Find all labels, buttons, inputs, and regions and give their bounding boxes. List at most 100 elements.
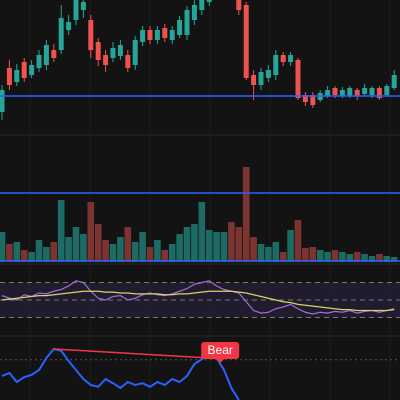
candle-body <box>73 0 79 20</box>
volume-bar <box>376 254 383 262</box>
volume-bar <box>383 256 391 262</box>
volume-bar <box>65 237 72 262</box>
volume-bar <box>205 230 213 262</box>
candle-body <box>95 42 101 60</box>
volume-bar <box>324 252 331 262</box>
volume-bar <box>72 227 80 262</box>
volume-bar <box>294 220 302 262</box>
volume-bar <box>353 252 361 262</box>
candle-body <box>332 88 338 95</box>
volume-bar <box>331 250 339 262</box>
volume-bar <box>50 242 58 262</box>
volume-bar <box>183 227 191 262</box>
candle-body <box>36 55 42 68</box>
volume-bar <box>390 257 398 262</box>
candle-body <box>236 0 242 10</box>
volume-bar <box>28 252 35 262</box>
candle-body <box>280 55 286 62</box>
rsi-pane <box>0 280 400 318</box>
divergence-label-box <box>201 342 240 359</box>
volume-bar <box>80 234 87 262</box>
volume-bar <box>265 247 272 262</box>
volume-bar <box>109 244 117 262</box>
volume-bar <box>220 232 228 262</box>
volume-bar <box>20 250 28 262</box>
volume-bar <box>257 244 265 262</box>
candle-body <box>88 20 94 50</box>
volume-bar <box>176 234 183 262</box>
candle-body <box>117 45 123 56</box>
volume-bar <box>191 224 198 262</box>
volume-bar <box>309 247 317 262</box>
candle-body <box>273 55 279 75</box>
volume-bar <box>94 224 102 262</box>
candle-body <box>43 45 49 65</box>
volume-bar <box>161 250 169 262</box>
price-pane <box>0 0 400 120</box>
candle-body <box>132 40 138 65</box>
volume-bar <box>235 227 243 262</box>
candle-body <box>110 48 116 58</box>
volume-bar <box>361 254 368 262</box>
candle-body <box>288 55 294 62</box>
candle-body <box>21 62 27 78</box>
candle-body <box>325 90 331 96</box>
candle-body <box>66 22 72 30</box>
candle-body <box>140 30 146 42</box>
divergence-line <box>53 348 210 359</box>
divergence-label-pointer <box>216 359 225 363</box>
volume-bar <box>154 240 161 262</box>
candle-body <box>376 88 382 98</box>
volume-bar <box>124 227 132 262</box>
volume-bar <box>287 230 294 262</box>
rsi-ma-line <box>1 290 395 312</box>
volume-bar <box>346 254 354 262</box>
candle-body <box>29 65 35 75</box>
candle-body <box>369 88 375 95</box>
candle-body <box>384 86 390 95</box>
volume-bar <box>57 200 65 262</box>
candle-body <box>14 70 20 82</box>
candle-body <box>58 18 64 50</box>
candle-body <box>362 88 368 94</box>
volume-bar <box>168 244 176 262</box>
candle-body <box>169 30 175 40</box>
candle-body <box>0 90 5 112</box>
volume-bar <box>279 252 287 262</box>
volume-bar <box>139 232 146 262</box>
candle-body <box>184 10 190 35</box>
oscillator-pane <box>0 347 400 400</box>
volume-bar <box>6 244 13 262</box>
candle-body <box>51 50 57 58</box>
labels: Bear <box>53 342 240 363</box>
rsi-line <box>1 280 395 315</box>
volume-bar <box>228 222 235 262</box>
volume-bar <box>213 232 220 262</box>
divergence-label: Bear <box>208 343 233 357</box>
candle-body <box>103 55 109 65</box>
volume-bar <box>131 242 139 262</box>
volume-bar <box>316 250 324 262</box>
candle-body <box>154 30 160 40</box>
candle-body <box>310 95 316 105</box>
volume-bar <box>198 202 206 262</box>
oscillator-line <box>1 347 240 400</box>
candle-body <box>302 95 308 102</box>
candle-body <box>339 90 345 96</box>
volume-bar <box>87 202 95 262</box>
candle-body <box>347 88 353 96</box>
candle-body <box>206 0 212 2</box>
candle-body <box>243 5 249 78</box>
candle-body <box>391 75 397 88</box>
candle-body <box>162 28 168 38</box>
volume-bar <box>13 242 21 262</box>
volume-bar <box>368 256 376 262</box>
candle-body <box>147 30 153 40</box>
candle-body <box>6 68 12 85</box>
volume-bar <box>0 232 6 262</box>
volume-bar <box>272 242 280 262</box>
volume-bar <box>242 167 250 262</box>
